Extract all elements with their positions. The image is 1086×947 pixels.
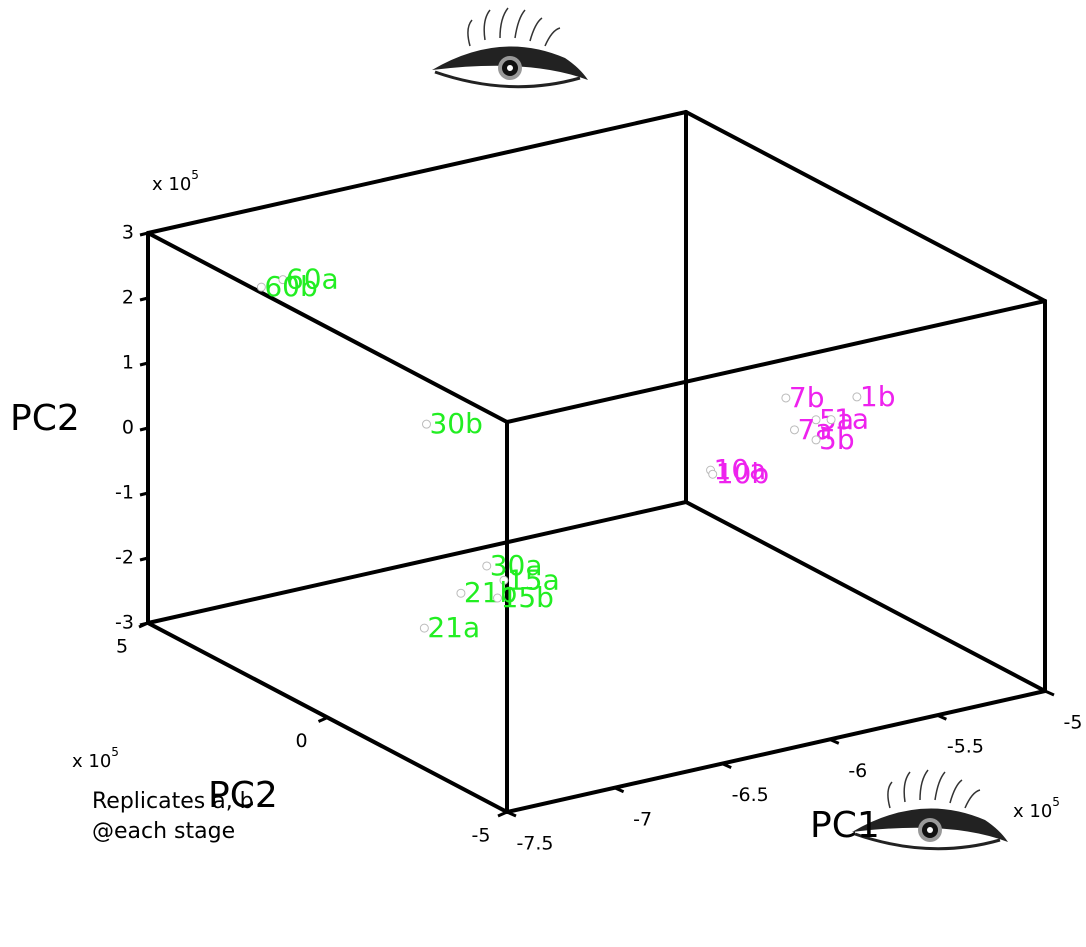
y-tick: [497, 810, 508, 818]
point-label: 5a: [819, 403, 854, 436]
z-tick: [139, 491, 149, 497]
box-edge: [505, 299, 1047, 424]
y-tick: [138, 621, 149, 629]
eye-icon: [852, 769, 1008, 851]
data-point: [811, 415, 821, 425]
point-label: 15b: [501, 581, 554, 614]
exponent-power: 5: [191, 168, 199, 182]
y-tick: [317, 716, 329, 723]
point-label: 60a: [286, 263, 339, 296]
x-tick: [936, 713, 948, 721]
point-label: 21a: [427, 611, 480, 644]
x-exponent: x 105: [1013, 795, 1060, 823]
y-tick-label: 0: [295, 730, 307, 752]
point-label: 15a: [507, 563, 560, 596]
data-point: [419, 623, 429, 633]
exponent-base: x 10: [152, 174, 191, 195]
box-edge: [146, 500, 688, 625]
point-label: 1a: [834, 403, 869, 436]
data-point: [781, 393, 791, 403]
z-tick: [139, 361, 149, 367]
box-edge: [684, 110, 1047, 303]
exponent-power: 5: [111, 745, 119, 759]
x-tick-label: -5: [1064, 712, 1083, 734]
x-tick: [829, 738, 840, 745]
x-tick: [1044, 689, 1055, 697]
data-point: [256, 282, 266, 292]
z-tick-label: -2: [115, 547, 134, 569]
point-label: 30b: [429, 407, 482, 440]
data-point: [482, 561, 492, 571]
point-label: 60b: [264, 270, 317, 303]
annotation: @each stage: [92, 819, 235, 844]
point-label: 10b: [716, 457, 769, 490]
y-axis-title: PC2: [208, 775, 278, 816]
exponent-power: 5: [1052, 795, 1060, 809]
x-tick-label: -7.5: [516, 833, 553, 855]
data-point: [826, 415, 836, 425]
data-point: [456, 588, 466, 598]
point-label: 30a: [490, 549, 543, 582]
box-edge: [146, 110, 688, 235]
data-point: [278, 275, 288, 285]
y-tick-label: 5: [116, 636, 128, 658]
box-edge: [684, 500, 1047, 693]
data-point: [789, 425, 799, 435]
z-tick-label: 1: [122, 352, 134, 374]
box-edge: [146, 231, 509, 424]
annotation: Replicates a, b: [92, 789, 254, 814]
y-exponent: x 105: [72, 745, 119, 773]
point-label: 21b: [464, 576, 517, 609]
z-tick-label: 3: [122, 222, 134, 244]
point-label: 10a: [714, 453, 767, 486]
data-point: [421, 419, 431, 429]
eye-icon: [432, 7, 588, 89]
z-tick-label: 0: [122, 417, 134, 439]
y-tick-label: -5: [472, 825, 491, 847]
point-label: 5b: [819, 423, 855, 456]
z-tick: [139, 426, 149, 432]
z-tick-label: 2: [122, 287, 134, 309]
x-tick: [721, 762, 732, 769]
x-tick-label: -6.5: [732, 784, 769, 806]
x-tick-label: -7: [633, 808, 652, 830]
x-tick: [506, 810, 517, 818]
z-tick-label: -3: [115, 612, 134, 634]
z-exponent: x 105: [152, 168, 199, 196]
x-tick: [613, 786, 625, 794]
data-point: [852, 392, 862, 402]
z-axis-title: PC2: [10, 398, 80, 439]
x-axis-title: PC1: [810, 805, 880, 846]
exponent-base: x 10: [1013, 801, 1052, 822]
data-point: [499, 575, 509, 585]
z-tick: [139, 556, 149, 562]
exponent-base: x 10: [72, 751, 111, 772]
data-point: [493, 593, 503, 603]
point-label: 1b: [860, 380, 896, 413]
data-point: [811, 435, 821, 445]
data-point: [708, 469, 718, 479]
z-tick-label: -1: [115, 482, 134, 504]
x-tick-label: -6: [848, 760, 867, 782]
point-label: 7b: [789, 381, 825, 414]
box-edge: [505, 689, 1047, 814]
x-tick-label: -5.5: [947, 736, 984, 758]
z-tick: [139, 231, 149, 237]
z-tick: [139, 296, 149, 302]
